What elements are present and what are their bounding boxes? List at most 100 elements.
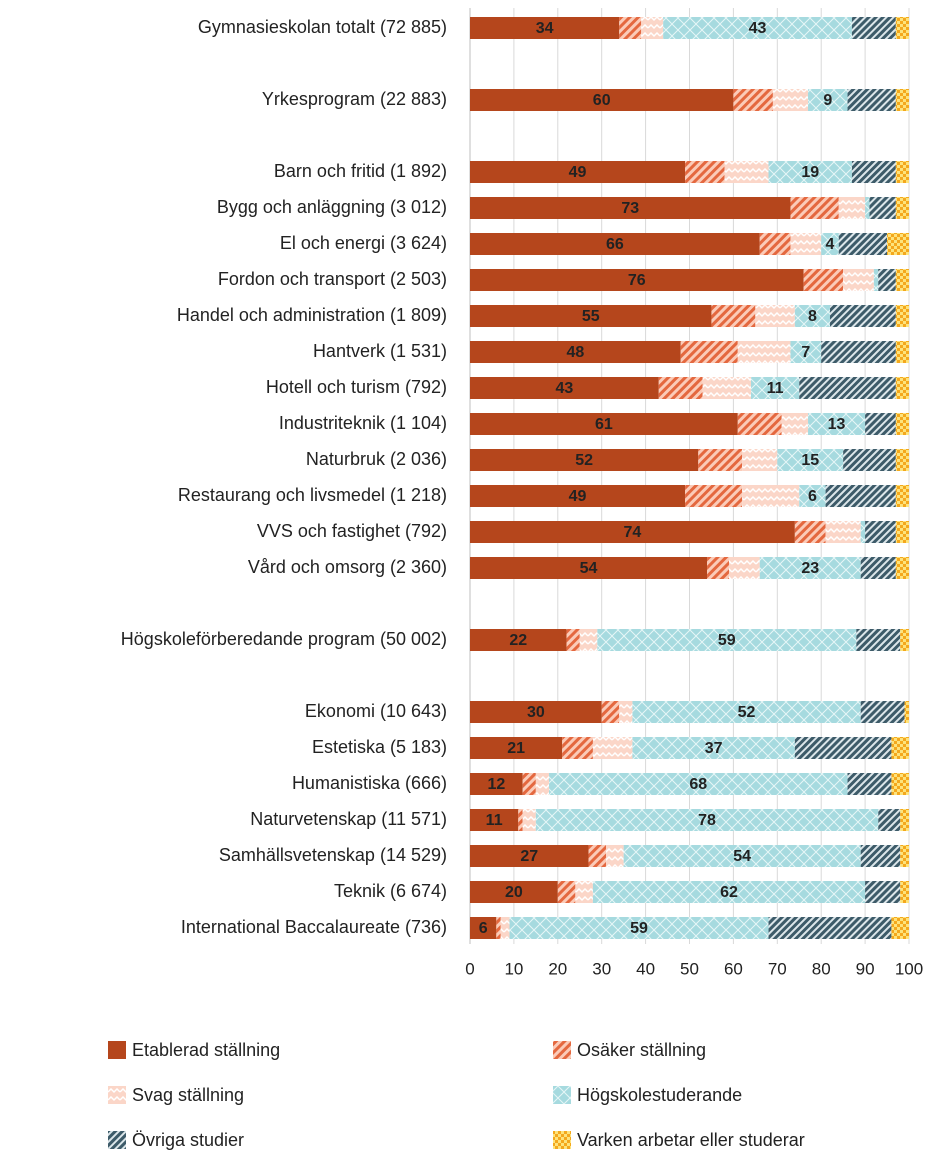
data-label: 43 [749, 20, 767, 37]
bar-segment [799, 377, 896, 399]
x-tick-label: 20 [548, 959, 567, 978]
bar-segment [579, 629, 598, 651]
data-label: 54 [580, 560, 598, 577]
bar-segment [500, 917, 510, 939]
bar-segment [592, 881, 866, 903]
bar-segment [663, 17, 852, 39]
bar-segment [904, 701, 909, 723]
x-tick-label: 40 [636, 959, 655, 978]
category-label: Vård och omsorg (2 360) [248, 557, 447, 577]
legend-swatch [553, 1131, 571, 1149]
legend-label: Svag ställning [132, 1085, 244, 1105]
bar-segment [729, 557, 760, 579]
bar-segment [470, 629, 567, 651]
bar-segment [821, 233, 839, 255]
legend-swatch [108, 1131, 126, 1149]
bar-segment [873, 269, 879, 291]
bar-segment [895, 305, 909, 327]
bar-segment [737, 341, 791, 363]
data-label: 20 [505, 884, 523, 901]
category-label: Naturvetenskap (11 571) [250, 809, 447, 829]
data-label: 7 [801, 344, 810, 361]
data-label: 52 [738, 704, 756, 721]
data-label: 11 [767, 380, 784, 397]
data-label: 61 [595, 416, 613, 433]
legend-label: Övriga studier [132, 1130, 244, 1150]
bar-segment [632, 737, 795, 759]
data-label: 8 [808, 308, 817, 325]
bar-segment [470, 845, 589, 867]
bar-segment [707, 557, 730, 579]
bar-segment [623, 845, 861, 867]
data-label: 11 [486, 812, 503, 829]
bar-segment [900, 881, 909, 903]
bar-segment [742, 449, 778, 471]
bar-segment [838, 197, 866, 219]
data-label: 55 [582, 308, 600, 325]
category-label: Barn och fritid (1 892) [274, 161, 447, 181]
data-label: 68 [689, 776, 707, 793]
bar-segment [781, 413, 809, 435]
bar-segment [847, 773, 892, 795]
bar-segment [865, 197, 870, 219]
category-label: Hotell och turism (792) [266, 377, 447, 397]
bar-segment [522, 809, 536, 831]
category-label: Humanistiska (666) [292, 773, 447, 793]
bar-segment [641, 17, 664, 39]
bar-segment [470, 521, 795, 543]
bar-segment [588, 845, 607, 867]
bar-segment [860, 521, 866, 543]
bar-segment [895, 89, 909, 111]
bar-segment [891, 773, 909, 795]
category-label: Samhällsvetenskap (14 529) [219, 845, 447, 865]
legend-swatch [108, 1041, 126, 1059]
bar-segment [606, 845, 624, 867]
data-label: 21 [507, 740, 525, 757]
bar-segment [470, 305, 712, 327]
data-label: 54 [733, 848, 751, 865]
bar-segment [895, 377, 909, 399]
bar-segment [895, 485, 909, 507]
category-label: International Baccalaureate (736) [181, 917, 447, 937]
data-label: 49 [569, 164, 587, 181]
data-label: 73 [621, 200, 639, 217]
bar-segment [808, 413, 866, 435]
bar-segment [895, 161, 909, 183]
bar-segment [470, 485, 686, 507]
bar-segment [557, 881, 576, 903]
bar-segment [843, 269, 874, 291]
bar-segment [895, 413, 909, 435]
bar-segment [860, 845, 901, 867]
data-label: 23 [801, 560, 819, 577]
bar-segment [522, 773, 536, 795]
bar-segment [895, 197, 909, 219]
bar-segment [759, 557, 861, 579]
bar-segment [470, 881, 558, 903]
x-tick-label: 80 [812, 959, 831, 978]
bar-segment [518, 809, 523, 831]
bar-segment [865, 521, 896, 543]
x-tick-label: 70 [768, 959, 787, 978]
data-label: 78 [698, 812, 716, 829]
bar-segment [843, 449, 896, 471]
legend-label: Etablerad ställning [132, 1040, 280, 1060]
bar-segment [895, 521, 909, 543]
data-label: 74 [624, 524, 642, 541]
data-label: 12 [487, 776, 505, 793]
category-label: Handel och administration (1 809) [177, 305, 447, 325]
data-label: 15 [801, 452, 819, 469]
data-label: 27 [520, 848, 538, 865]
bar-segment [509, 917, 769, 939]
legend-label: Högskolestuderande [577, 1085, 742, 1105]
bar-segment [592, 737, 633, 759]
bar-segment [777, 449, 844, 471]
bar-segment [619, 701, 633, 723]
bar-segment [698, 449, 743, 471]
data-label: 13 [828, 416, 846, 433]
category-label: Teknik (6 674) [334, 881, 447, 901]
bar-segment [895, 557, 909, 579]
bar-segment [470, 737, 563, 759]
bar-segment [772, 89, 809, 111]
bar-segment [470, 773, 523, 795]
data-label: 19 [801, 164, 819, 181]
